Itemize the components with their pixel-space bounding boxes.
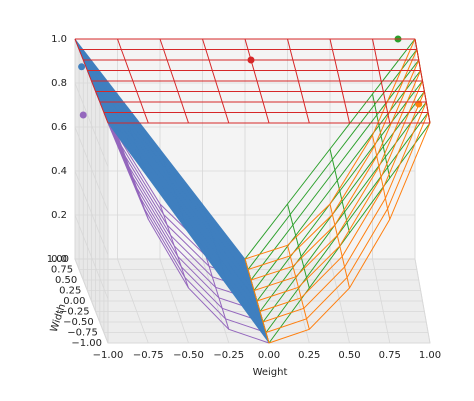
wire-line (202, 245, 230, 330)
wire-line (287, 38, 310, 124)
y-tick-label: 0.25 (59, 286, 81, 297)
marker (78, 63, 86, 71)
wire-line (202, 38, 230, 124)
x-tick-label: −0.75 (133, 350, 164, 361)
y-tick-label: −0.50 (63, 317, 94, 328)
wire-line (117, 135, 149, 220)
wire-line (244, 38, 270, 124)
x-tick-label: 0.75 (379, 350, 401, 361)
wire-line (159, 203, 189, 289)
z-tick-label: 0.0 (51, 254, 67, 265)
x-tick-label: 1.00 (419, 350, 441, 361)
marker (79, 111, 87, 119)
wire-line (244, 258, 270, 344)
x-tick-label: −0.50 (173, 350, 204, 361)
wire-line (117, 38, 149, 124)
y-tick-label: 1.00 (47, 254, 69, 265)
wire-line (287, 245, 310, 330)
wire-line (74, 38, 109, 124)
wire-line (159, 38, 189, 124)
y-tick-label: −1.00 (71, 338, 102, 349)
z-tick-label: 1.0 (51, 34, 67, 45)
y-tick-label: 0.00 (63, 296, 85, 307)
wire-line (329, 38, 350, 124)
y-tick-label: 0.75 (51, 265, 73, 276)
wire-line (372, 38, 391, 124)
wire-line (287, 203, 310, 289)
z-tick-label: 0.8 (51, 78, 67, 89)
marker (247, 56, 255, 64)
grid-line (74, 82, 415, 168)
wire-line (414, 38, 431, 124)
z-tick-label: 0.6 (51, 122, 67, 133)
wire-line (372, 135, 391, 220)
y-tick-label: −0.25 (59, 307, 90, 318)
y-tick-label: −0.75 (67, 328, 98, 339)
x-tick-label: −1.00 (93, 350, 124, 361)
x-tick-label: −0.25 (213, 350, 244, 361)
x-tick-label: 0.50 (338, 350, 360, 361)
z-tick-label: 0.2 (51, 210, 67, 221)
x-axis-label: Weight (253, 367, 288, 378)
wire-line (329, 148, 350, 234)
x-tick-label: 0.00 (258, 350, 280, 361)
x-tick-label: 0.25 (298, 350, 320, 361)
y-tick-label: 0.50 (55, 275, 77, 286)
grid-line (74, 214, 415, 300)
wire-line (329, 203, 350, 289)
grid-line (74, 170, 415, 256)
z-tick-label: 0.4 (51, 166, 67, 177)
grid-line (74, 126, 415, 212)
